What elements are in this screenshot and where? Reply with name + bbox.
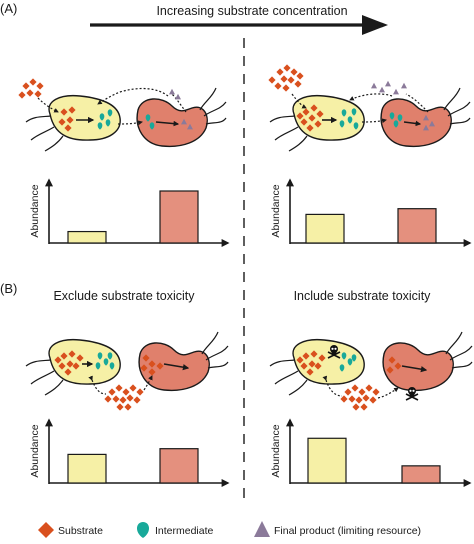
- diamond-icon: [38, 522, 54, 538]
- scene-a-left: [18, 78, 227, 152]
- bar-producer: [159, 448, 199, 484]
- legend-item-substrate: Substrate: [38, 522, 103, 538]
- scene-b-left: [25, 331, 229, 411]
- y-axis-label: Abundance: [29, 424, 41, 477]
- y-axis-label: Abundance: [270, 424, 282, 477]
- substrate-cluster: [18, 78, 44, 99]
- chart-b-right: Abundance: [270, 418, 472, 487]
- legend-label: Final product (limiting resource): [274, 525, 421, 537]
- right-title: Include substrate toxicity: [294, 289, 432, 303]
- bar-producer: [159, 190, 199, 244]
- bar-consumer: [67, 230, 107, 244]
- producer-cell: [382, 331, 473, 392]
- left-title: Exclude substrate toxicity: [53, 289, 195, 303]
- substrate-cluster: [268, 64, 304, 92]
- panel-a-label: (A): [0, 1, 17, 16]
- triangle-icon: [254, 521, 270, 537]
- bar-consumer: [305, 213, 345, 244]
- panel-b-label: (B): [0, 281, 17, 296]
- chart-b-left: Abundance: [29, 418, 230, 487]
- substrate-cluster: [340, 384, 380, 411]
- legend: Substrate Intermediate Final product (li…: [38, 521, 421, 538]
- scene-b-right: [269, 331, 473, 411]
- chart-a-right: Abundance: [270, 178, 472, 247]
- y-axis-label: Abundance: [29, 184, 41, 237]
- legend-label: Intermediate: [155, 525, 214, 537]
- bar-producer: [401, 465, 441, 484]
- legend-item-final-product: Final product (limiting resource): [254, 521, 421, 537]
- y-axis-label: Abundance: [270, 184, 282, 237]
- bar-consumer: [67, 453, 107, 484]
- legend-label: Substrate: [58, 525, 103, 537]
- chart-a-left: Abundance: [29, 178, 230, 247]
- direction-arrow: [90, 15, 388, 35]
- legend-item-intermediate: Intermediate: [136, 522, 214, 538]
- arrow-label: Increasing substrate concentration: [156, 4, 347, 18]
- producer-cell: [136, 87, 227, 148]
- bar-consumer: [307, 437, 347, 484]
- bar-producer: [397, 208, 437, 244]
- substrate-cluster: [104, 384, 144, 411]
- teardrop-icon: [136, 522, 150, 538]
- consumer-cell: [25, 338, 121, 396]
- scene-a-right: [268, 64, 471, 152]
